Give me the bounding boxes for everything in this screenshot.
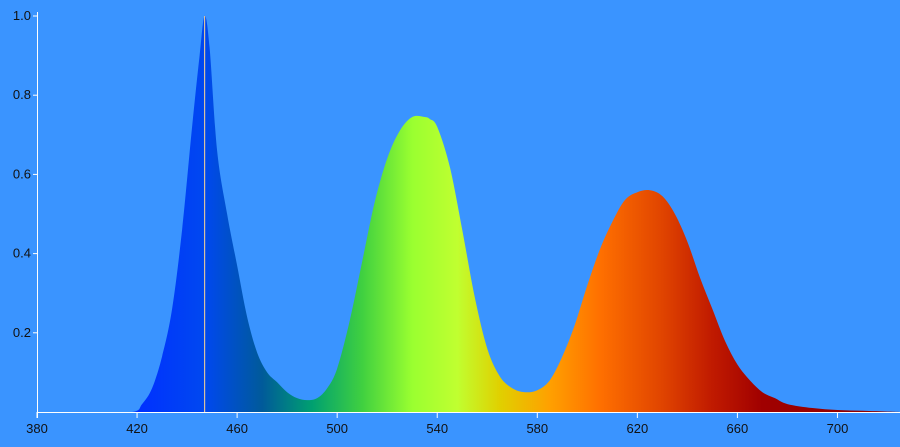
- x-tick-label: 420: [126, 421, 148, 436]
- x-tick-label: 460: [226, 421, 248, 436]
- x-tick-label: 500: [326, 421, 348, 436]
- x-tick-label: 580: [526, 421, 548, 436]
- y-tick-label: 0.6: [13, 166, 31, 181]
- x-tick-label: 700: [827, 421, 849, 436]
- x-tick-label: 660: [727, 421, 749, 436]
- y-axis-ticks: 1.0 0.8 0.6 0.4 0.2: [13, 8, 37, 340]
- x-axis-ticks: 380 420 460 500 540 580 620 660 700: [26, 412, 848, 436]
- x-tick-label: 540: [426, 421, 448, 436]
- x-tick-label: 380: [26, 421, 48, 436]
- y-tick-label: 0.2: [13, 325, 31, 340]
- y-tick-label: 0.8: [13, 87, 31, 102]
- y-tick-label: 0.4: [13, 246, 31, 261]
- x-tick-label: 620: [626, 421, 648, 436]
- spectrum-area: [87, 15, 900, 412]
- y-tick-label: 1.0: [13, 8, 31, 23]
